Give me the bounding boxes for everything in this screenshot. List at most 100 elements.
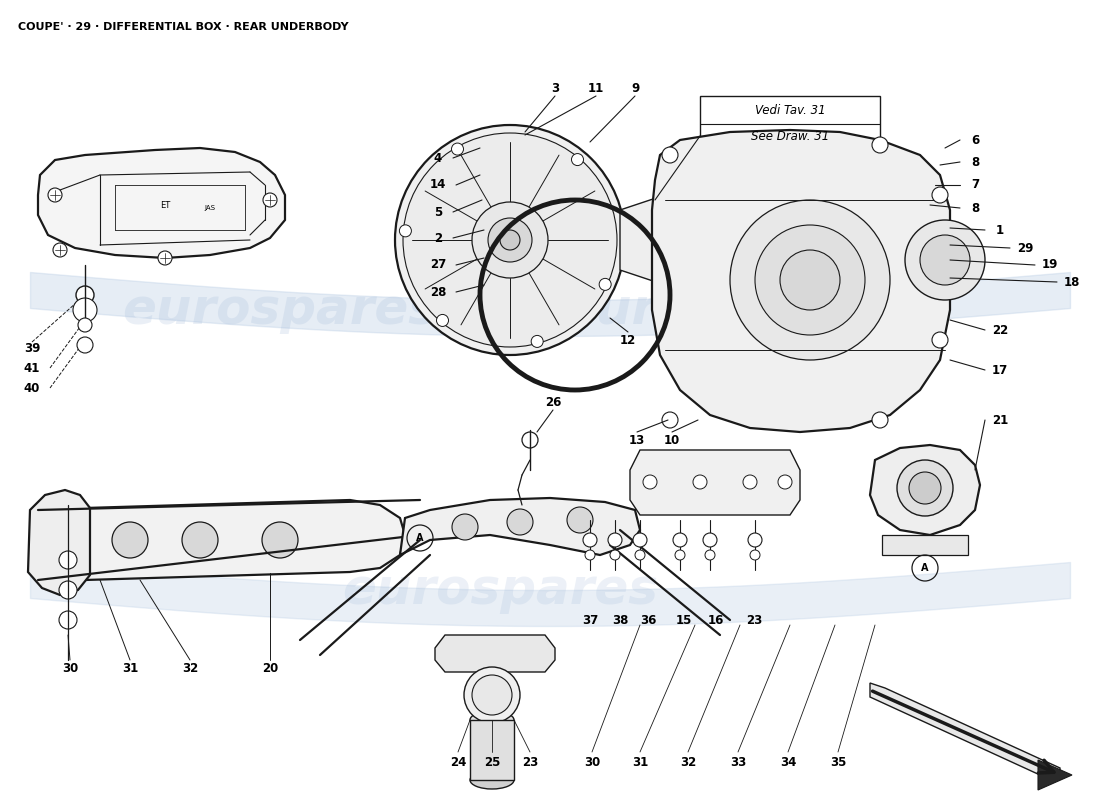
Circle shape xyxy=(472,202,548,278)
Text: 7: 7 xyxy=(971,178,979,191)
Polygon shape xyxy=(870,445,980,535)
Text: 19: 19 xyxy=(1042,258,1058,271)
Circle shape xyxy=(451,143,463,155)
Circle shape xyxy=(572,154,583,166)
Circle shape xyxy=(635,550,645,560)
Circle shape xyxy=(920,235,970,285)
Polygon shape xyxy=(400,498,640,555)
Text: 23: 23 xyxy=(746,614,762,626)
Polygon shape xyxy=(620,195,680,285)
Text: 22: 22 xyxy=(992,323,1008,337)
Text: 1: 1 xyxy=(996,223,1004,237)
Circle shape xyxy=(77,337,94,353)
Polygon shape xyxy=(39,500,405,580)
Text: 10: 10 xyxy=(664,434,680,446)
Circle shape xyxy=(583,533,597,547)
Polygon shape xyxy=(870,683,1060,775)
Circle shape xyxy=(909,472,940,504)
Circle shape xyxy=(896,460,953,516)
Circle shape xyxy=(662,412,678,428)
Circle shape xyxy=(59,551,77,569)
Text: COUPE' · 29 · DIFFERENTIAL BOX · REAR UNDERBODY: COUPE' · 29 · DIFFERENTIAL BOX · REAR UN… xyxy=(18,22,349,32)
Text: 4: 4 xyxy=(433,151,442,165)
Text: 14: 14 xyxy=(430,178,447,191)
Text: 17: 17 xyxy=(992,363,1008,377)
Circle shape xyxy=(703,533,717,547)
Circle shape xyxy=(872,412,888,428)
Circle shape xyxy=(610,550,620,560)
Text: 21: 21 xyxy=(992,414,1008,426)
Circle shape xyxy=(263,193,277,207)
Polygon shape xyxy=(470,720,514,780)
Text: 18: 18 xyxy=(1064,275,1080,289)
Circle shape xyxy=(675,550,685,560)
Text: 34: 34 xyxy=(780,755,796,769)
Text: 32: 32 xyxy=(182,662,198,674)
Text: 3: 3 xyxy=(551,82,559,94)
Circle shape xyxy=(395,125,625,355)
Text: 25: 25 xyxy=(484,755,500,769)
Text: 29: 29 xyxy=(1016,242,1033,254)
Circle shape xyxy=(730,200,890,360)
Circle shape xyxy=(158,251,172,265)
Circle shape xyxy=(112,522,148,558)
Circle shape xyxy=(73,298,97,322)
Circle shape xyxy=(705,550,715,560)
Circle shape xyxy=(632,533,647,547)
Circle shape xyxy=(500,230,520,250)
Bar xyxy=(700,96,880,151)
Text: 30: 30 xyxy=(62,662,78,674)
Text: 8: 8 xyxy=(971,202,979,214)
Circle shape xyxy=(585,550,595,560)
Text: 16: 16 xyxy=(707,614,724,626)
Text: 30: 30 xyxy=(584,755,601,769)
Circle shape xyxy=(76,286,94,304)
Text: 11: 11 xyxy=(587,82,604,94)
Text: eurospares: eurospares xyxy=(562,286,878,334)
Circle shape xyxy=(182,522,218,558)
Circle shape xyxy=(507,509,534,535)
Circle shape xyxy=(48,188,62,202)
Ellipse shape xyxy=(470,771,514,789)
Text: 23: 23 xyxy=(521,755,538,769)
Circle shape xyxy=(488,218,532,262)
Text: 35: 35 xyxy=(829,755,846,769)
Text: 38: 38 xyxy=(612,614,628,626)
Circle shape xyxy=(531,335,543,347)
Circle shape xyxy=(748,533,762,547)
Polygon shape xyxy=(882,535,968,555)
Circle shape xyxy=(464,667,520,723)
Text: eurospares: eurospares xyxy=(342,566,658,614)
Circle shape xyxy=(437,314,449,326)
Circle shape xyxy=(755,225,865,335)
Text: 31: 31 xyxy=(122,662,139,674)
Circle shape xyxy=(59,581,77,599)
Circle shape xyxy=(59,611,77,629)
Text: 2: 2 xyxy=(433,231,442,245)
Text: 26: 26 xyxy=(544,395,561,409)
Circle shape xyxy=(472,675,512,715)
Text: 8: 8 xyxy=(971,155,979,169)
Circle shape xyxy=(872,137,888,153)
Text: 27: 27 xyxy=(430,258,447,271)
Circle shape xyxy=(566,507,593,533)
Text: 32: 32 xyxy=(680,755,696,769)
Text: 40: 40 xyxy=(24,382,41,394)
Text: Vedi Tav. 31: Vedi Tav. 31 xyxy=(755,103,825,117)
Text: 15: 15 xyxy=(675,614,692,626)
Text: 37: 37 xyxy=(582,614,598,626)
Text: 33: 33 xyxy=(730,755,746,769)
Circle shape xyxy=(780,250,840,310)
Circle shape xyxy=(750,550,760,560)
Circle shape xyxy=(742,475,757,489)
Text: A: A xyxy=(922,563,928,573)
Text: eurospares: eurospares xyxy=(122,286,438,334)
Text: JAS: JAS xyxy=(205,205,216,211)
Polygon shape xyxy=(652,130,950,432)
Text: 20: 20 xyxy=(262,662,278,674)
Text: 41: 41 xyxy=(24,362,41,374)
Text: A: A xyxy=(416,533,424,543)
Ellipse shape xyxy=(470,711,514,729)
Text: 28: 28 xyxy=(430,286,447,298)
Circle shape xyxy=(778,475,792,489)
